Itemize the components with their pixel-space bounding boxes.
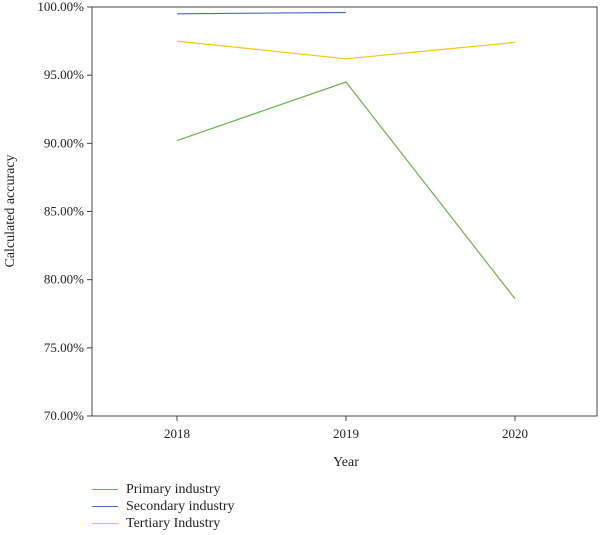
- y-tick-label: 75.00%: [44, 340, 84, 355]
- legend-item-secondary-industry: Secondary industry: [92, 498, 234, 515]
- x-tick-label: 2019: [333, 426, 359, 441]
- legend-swatch: [92, 506, 118, 507]
- y-axis: 70.00% 75.00% 80.00% 85.00% 90.00% 95.00% 100.…: [37, 0, 92, 423]
- legend-label: Secondary industry: [126, 498, 235, 514]
- legend-label: Primary industry: [126, 481, 221, 497]
- y-tick-label: 90.00%: [44, 135, 84, 150]
- x-axis: 2018 2019 2020: [164, 416, 528, 441]
- x-tick-label: 2020: [502, 426, 528, 441]
- x-tick-label: 2018: [164, 426, 190, 441]
- legend-swatch: [92, 523, 118, 524]
- y-tick-label: 85.00%: [44, 204, 84, 219]
- plot-frame: [91, 6, 598, 417]
- legend: Primary industry Secondary industry Tertia…: [92, 481, 234, 532]
- y-tick-label: 100.00%: [37, 0, 84, 14]
- series-line-tertiary-industry: [176, 40, 516, 60]
- y-tick-label: 95.00%: [44, 67, 84, 82]
- y-axis-label: Calculated accuracy: [3, 154, 18, 267]
- y-tick-label: 80.00%: [44, 272, 84, 287]
- x-axis-label: Year: [333, 455, 359, 470]
- legend-label: Tertiary Industry: [126, 515, 221, 531]
- series-lines: [176, 11, 516, 300]
- legend-item-tertiary-industry: Tertiary Industry: [92, 515, 234, 532]
- series-line-primary-industry: [176, 81, 516, 300]
- legend-item-primary-industry: Primary industry: [92, 481, 234, 498]
- y-tick-label: 70.00%: [44, 408, 84, 423]
- series-line-secondary-industry: [176, 11, 347, 15]
- legend-swatch: [92, 489, 118, 490]
